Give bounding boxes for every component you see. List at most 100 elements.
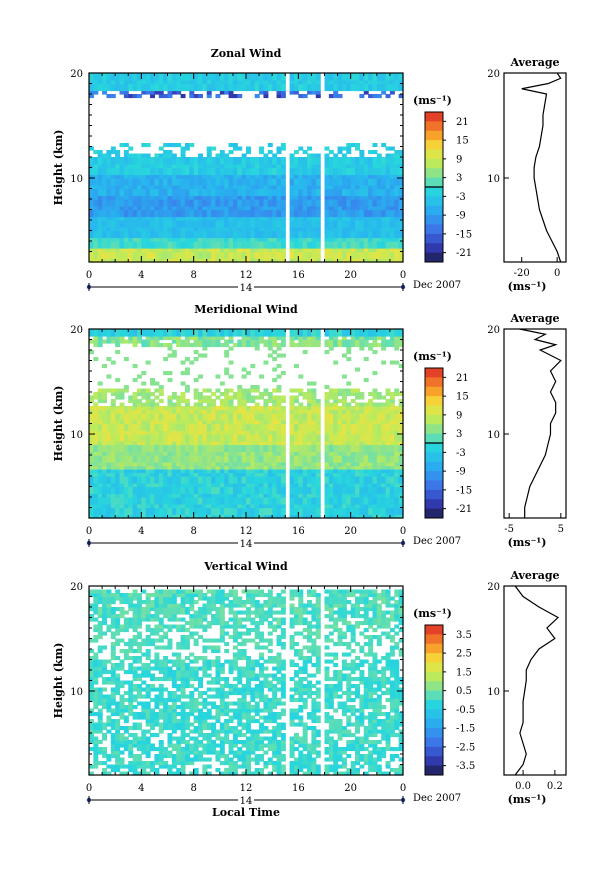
heatmap-cell (167, 465, 173, 470)
heatmap-cell (376, 244, 382, 249)
heatmap-cell (398, 258, 404, 263)
heatmap-cell (311, 157, 317, 162)
heatmap-cell (202, 514, 208, 519)
heatmap-cell (106, 83, 112, 88)
heatmap-cell (276, 188, 282, 193)
heatmap-cell (102, 195, 108, 200)
heatmap-cell (110, 223, 116, 228)
heatmap-cell (132, 423, 138, 428)
heatmap-cell (106, 188, 112, 193)
heatmap-cell (189, 332, 195, 337)
heatmap-cell (254, 339, 260, 344)
heatmap-cell (224, 237, 230, 242)
heatmap-cell (246, 206, 251, 211)
heatmap-cell (158, 511, 164, 516)
heatmap-cell (102, 192, 108, 197)
heatmap-cell (267, 465, 273, 470)
heatmap-cell (136, 164, 142, 169)
heatmap-cell (307, 430, 313, 435)
heatmap-cell (280, 336, 286, 341)
heatmap-cell (206, 441, 212, 446)
heatmap-cell (184, 251, 190, 256)
heatmap-cell (293, 188, 299, 193)
heatmap-cell (267, 150, 273, 155)
heatmap-cell (193, 441, 199, 446)
heatmap-cell (171, 448, 177, 453)
heatmap-cell (263, 258, 269, 263)
heatmap-cell (302, 465, 308, 470)
heatmap-cell (219, 241, 225, 246)
heatmap-cell (259, 416, 265, 421)
heatmap-cell (224, 181, 230, 186)
heatmap-cell (398, 181, 404, 186)
heatmap-cell (337, 185, 343, 190)
heatmap-cell (381, 185, 387, 190)
heatmap-cell (171, 336, 177, 341)
heatmap-cell (171, 402, 177, 407)
heatmap-cell (350, 230, 356, 235)
heatmap-cell (102, 167, 108, 172)
heatmap-cell (359, 206, 365, 211)
heatmap-cell (298, 444, 304, 449)
heatmap-cell (123, 178, 129, 183)
heatmap-cell (272, 220, 278, 225)
heatmap-cell (97, 157, 103, 162)
heatmap-cell (389, 185, 395, 190)
heatmap-cell (184, 504, 190, 509)
heatmap-cell (184, 332, 190, 337)
heatmap-cell (328, 437, 334, 442)
heatmap-cell (193, 493, 199, 498)
heatmap-cell (97, 248, 103, 253)
x-tick-label: 4 (138, 270, 144, 281)
heatmap-cell (337, 178, 343, 183)
heatmap-cell (89, 476, 94, 481)
heatmap-cell (263, 490, 269, 495)
heatmap-cell (184, 213, 190, 218)
heatmap-cell (154, 244, 160, 249)
heatmap-cell (333, 237, 339, 242)
heatmap-cell (298, 472, 304, 477)
heatmap-cell (158, 160, 164, 165)
heatmap-cell (167, 346, 173, 351)
heatmap-cell (237, 206, 243, 211)
heatmap-cell (328, 171, 334, 176)
heatmap-cell (150, 206, 156, 211)
heatmap-cell (241, 462, 247, 467)
heatmap-cell (372, 87, 378, 92)
heatmap-cell (184, 493, 190, 498)
heatmap-cell (206, 497, 212, 502)
heatmap-cell (206, 216, 212, 221)
heatmap-cell (315, 178, 321, 183)
heatmap-cell (97, 188, 103, 193)
heatmap-cell (289, 167, 295, 172)
heatmap-cell (154, 251, 160, 256)
heatmap-cell (263, 360, 269, 365)
heatmap-cell (158, 199, 164, 204)
heatmap-cell (263, 448, 269, 453)
heatmap-cell (228, 423, 234, 428)
heatmap-cell (272, 153, 278, 158)
heatmap-cell (224, 441, 230, 446)
heatmap-cell (158, 399, 164, 404)
heatmap-cell (154, 216, 160, 221)
heatmap-cell (158, 83, 164, 88)
heatmap-cell (93, 185, 99, 190)
heatmap-cell (106, 80, 112, 85)
heatmap-cell (202, 462, 208, 467)
heatmap-cell (293, 472, 299, 477)
heatmap-cell (219, 416, 225, 421)
heatmap-cell (250, 195, 256, 200)
heatmap-cell (132, 167, 138, 172)
heatmap-cell (97, 423, 103, 428)
heatmap-cell (219, 206, 225, 211)
heatmap-cell (198, 188, 203, 193)
heatmap-cell (198, 227, 203, 232)
heatmap-cell (350, 167, 356, 172)
heatmap-cell (106, 444, 112, 449)
heatmap-cell (276, 220, 282, 225)
heatmap-cell (154, 451, 160, 456)
heatmap-cell (307, 399, 313, 404)
heatmap-cell (307, 332, 313, 337)
heatmap-cell (337, 206, 343, 211)
heatmap-cell (302, 181, 308, 186)
